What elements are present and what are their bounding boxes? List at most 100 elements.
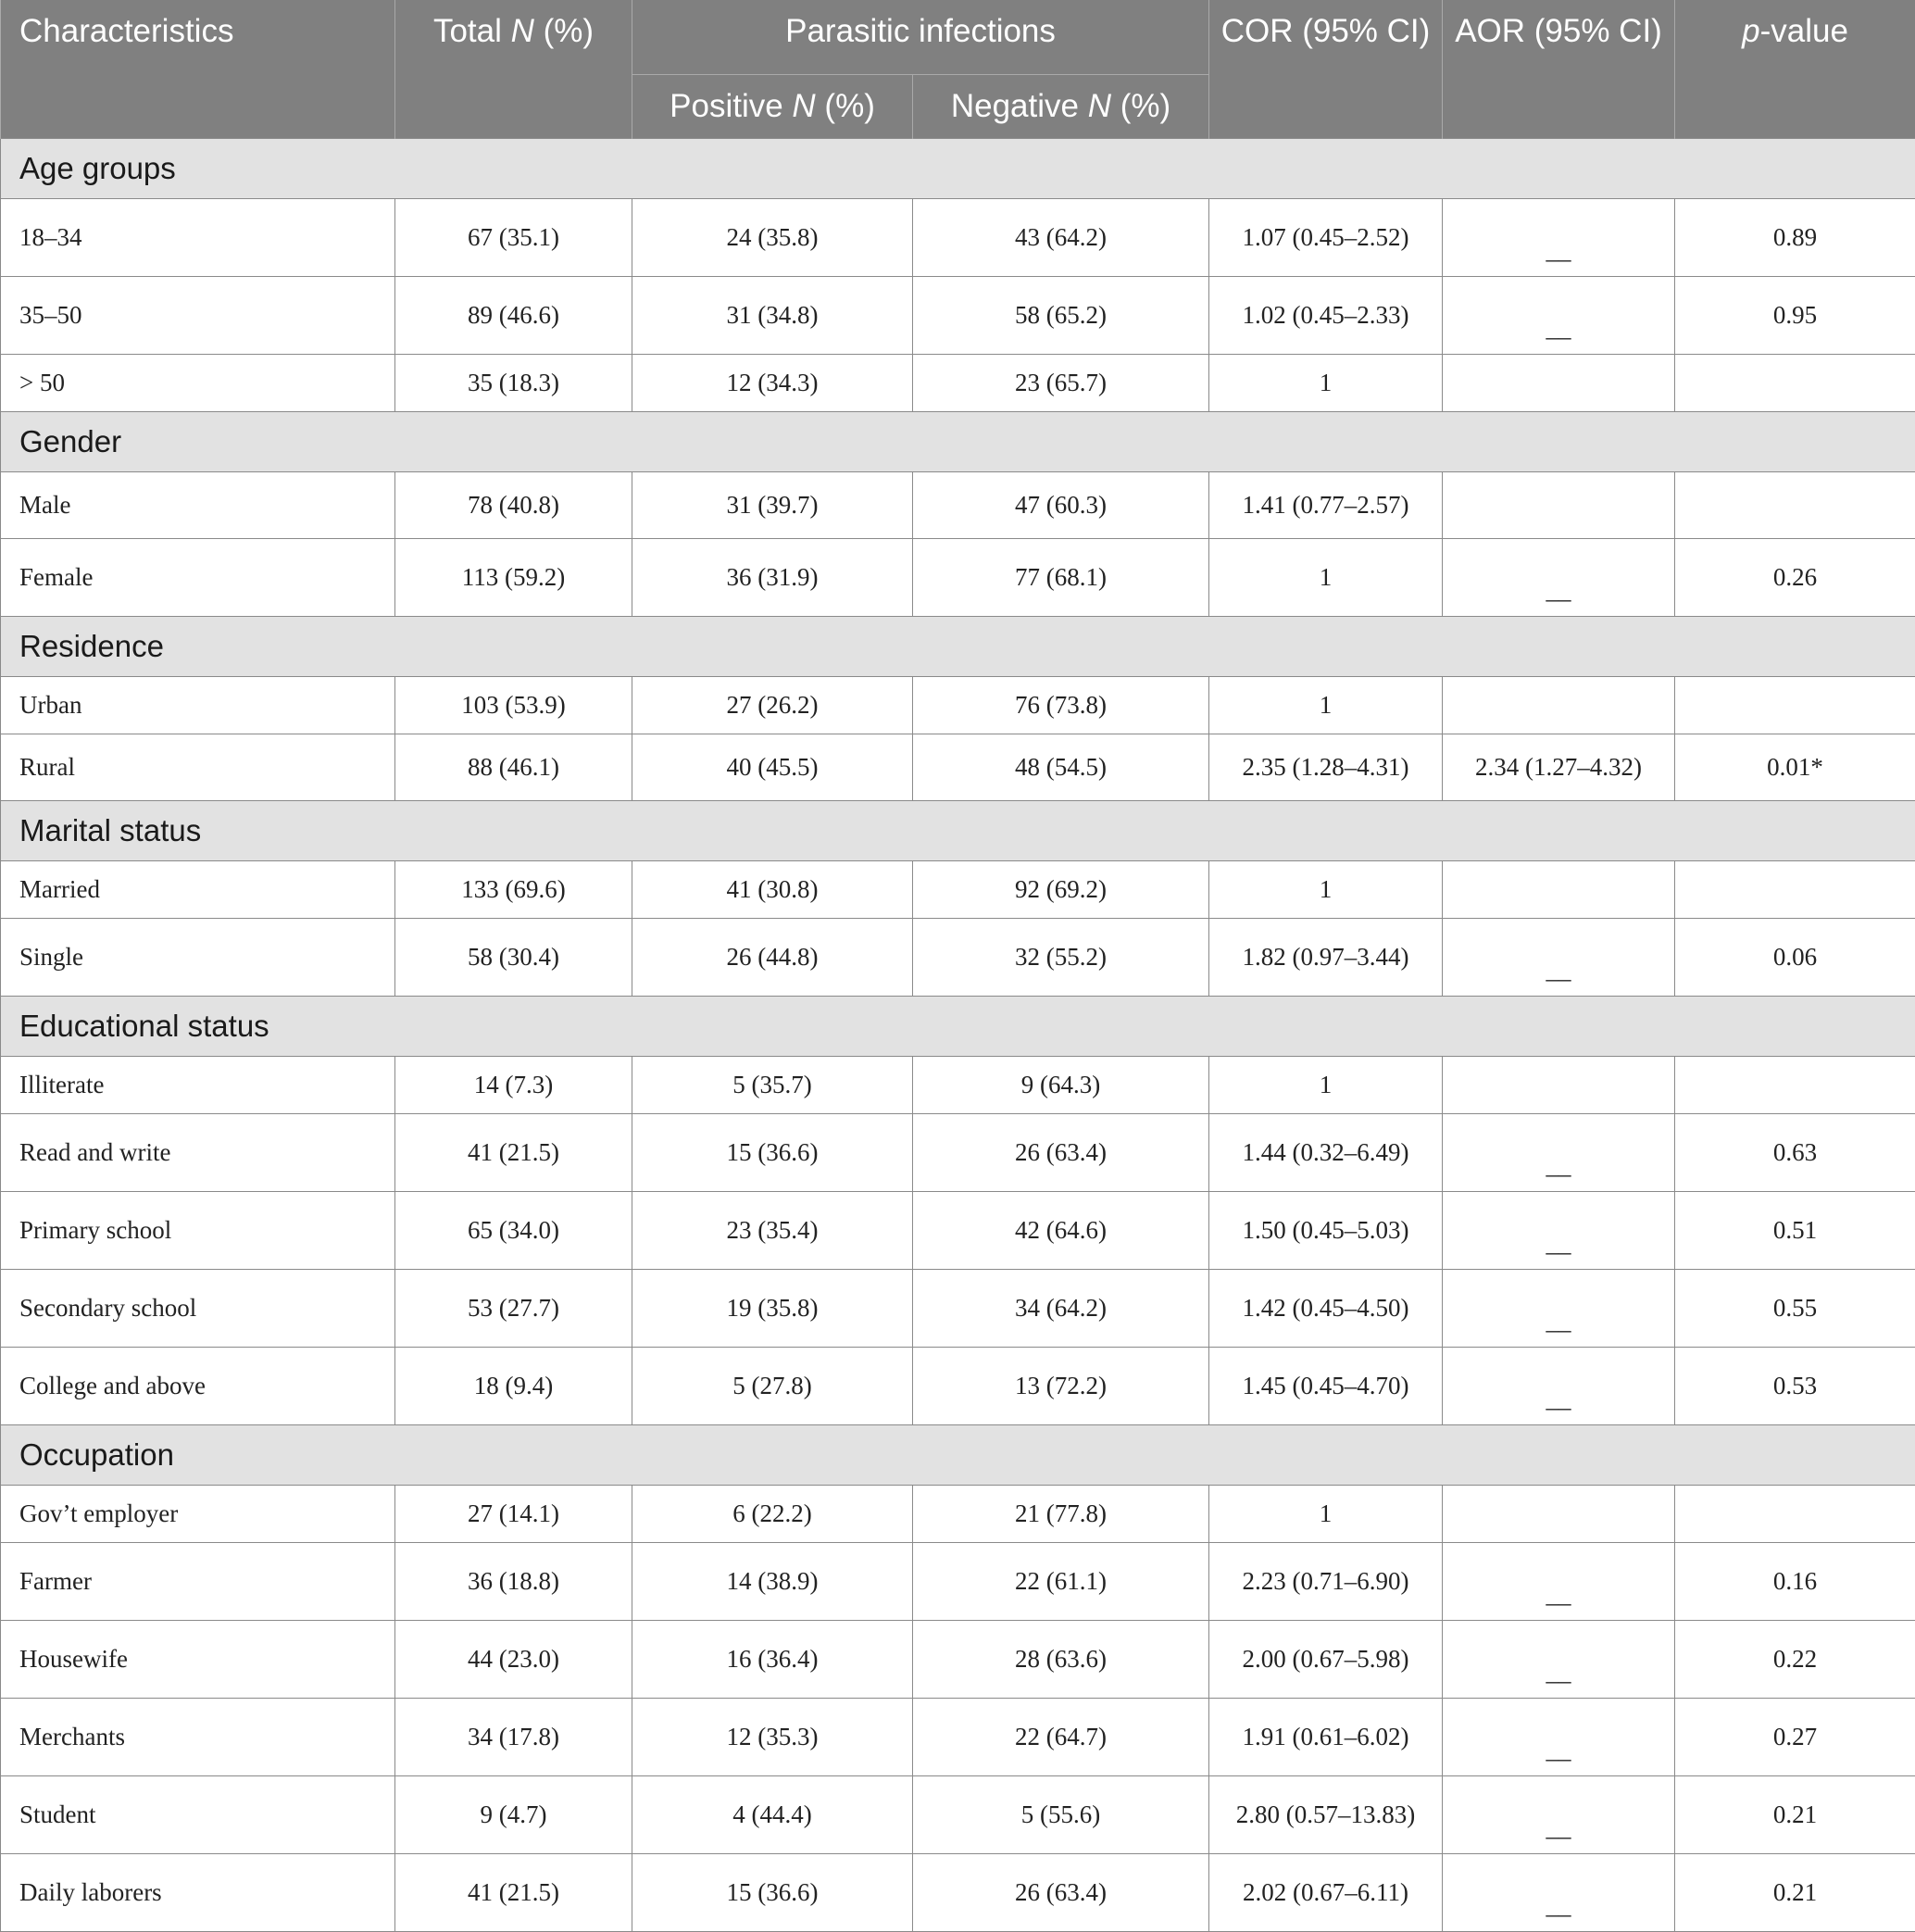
cor-cell: 1.44 (0.32–6.49) [1209, 1114, 1443, 1192]
cor-cell: 1.50 (0.45–5.03) [1209, 1192, 1443, 1270]
aor-cell: __ [1443, 1776, 1675, 1854]
total-cell: 41 (21.5) [395, 1114, 632, 1192]
cor-cell: 1 [1209, 1486, 1443, 1543]
header-positive: Positive N (%) [632, 75, 913, 139]
cor-cell: 1 [1209, 355, 1443, 412]
negative-cell: 32 (55.2) [913, 919, 1209, 997]
row-label: Housewife [1, 1621, 395, 1699]
p-value-cell: 0.01* [1675, 734, 1915, 801]
section-title: Age groups [1, 139, 1915, 199]
row-label: Illiterate [1, 1057, 395, 1114]
positive-cell: 15 (36.6) [632, 1114, 913, 1192]
aor-cell: __ [1443, 1699, 1675, 1776]
row-label: Male [1, 472, 395, 539]
positive-cell: 12 (34.3) [632, 355, 913, 412]
p-value-cell: 0.27 [1675, 1699, 1915, 1776]
cor-cell: 1.07 (0.45–2.52) [1209, 199, 1443, 277]
header-negative: Negative N (%) [913, 75, 1209, 139]
positive-cell: 6 (22.2) [632, 1486, 913, 1543]
aor-cell: __ [1443, 1270, 1675, 1348]
aor-cell: __ [1443, 199, 1675, 277]
header-parasitic-infections: Parasitic infections [632, 0, 1209, 75]
cor-cell: 1.02 (0.45–2.33) [1209, 277, 1443, 355]
positive-cell: 15 (36.6) [632, 1854, 913, 1932]
aor-cell: __ [1443, 1114, 1675, 1192]
positive-cell: 12 (35.3) [632, 1699, 913, 1776]
total-cell: 36 (18.8) [395, 1543, 632, 1621]
total-cell: 103 (53.9) [395, 677, 632, 734]
aor-cell [1443, 1057, 1675, 1114]
total-cell: 27 (14.1) [395, 1486, 632, 1543]
aor-cell [1443, 355, 1675, 412]
row-label: 18–34 [1, 199, 395, 277]
positive-cell: 31 (39.7) [632, 472, 913, 539]
aor-cell: __ [1443, 1543, 1675, 1621]
positive-cell: 27 (26.2) [632, 677, 913, 734]
cor-cell: 1 [1209, 539, 1443, 617]
negative-cell: 9 (64.3) [913, 1057, 1209, 1114]
total-cell: 78 (40.8) [395, 472, 632, 539]
negative-cell: 21 (77.8) [913, 1486, 1209, 1543]
aor-cell: __ [1443, 539, 1675, 617]
total-cell: 41 (21.5) [395, 1854, 632, 1932]
cor-cell: 2.35 (1.28–4.31) [1209, 734, 1443, 801]
p-value-cell: 0.16 [1675, 1543, 1915, 1621]
row-label: Rural [1, 734, 395, 801]
total-cell: 58 (30.4) [395, 919, 632, 997]
row-label: 35–50 [1, 277, 395, 355]
row-label: Merchants [1, 1699, 395, 1776]
negative-cell: 28 (63.6) [913, 1621, 1209, 1699]
total-cell: 34 (17.8) [395, 1699, 632, 1776]
p-value-cell: 0.21 [1675, 1776, 1915, 1854]
cor-cell: 2.02 (0.67–6.11) [1209, 1854, 1443, 1932]
negative-cell: 47 (60.3) [913, 472, 1209, 539]
row-label: Primary school [1, 1192, 395, 1270]
row-label: Daily laborers [1, 1854, 395, 1932]
p-value-cell: 0.21 [1675, 1854, 1915, 1932]
p-value-cell: 0.55 [1675, 1270, 1915, 1348]
negative-cell: 22 (61.1) [913, 1543, 1209, 1621]
positive-cell: 24 (35.8) [632, 199, 913, 277]
total-cell: 44 (23.0) [395, 1621, 632, 1699]
positive-cell: 26 (44.8) [632, 919, 913, 997]
negative-cell: 48 (54.5) [913, 734, 1209, 801]
p-value-cell [1675, 1486, 1915, 1543]
section-row: Occupation [1, 1425, 1915, 1486]
p-value-cell [1675, 677, 1915, 734]
cor-cell: 2.00 (0.67–5.98) [1209, 1621, 1443, 1699]
positive-cell: 36 (31.9) [632, 539, 913, 617]
row-label: Read and write [1, 1114, 395, 1192]
cor-cell: 1.42 (0.45–4.50) [1209, 1270, 1443, 1348]
total-cell: 53 (27.7) [395, 1270, 632, 1348]
row-label: Single [1, 919, 395, 997]
p-value-cell [1675, 472, 1915, 539]
total-cell: 133 (69.6) [395, 861, 632, 919]
row-label: Female [1, 539, 395, 617]
cor-cell: 2.80 (0.57–13.83) [1209, 1776, 1443, 1854]
negative-cell: 23 (65.7) [913, 355, 1209, 412]
header-total: Total N (%) [395, 0, 632, 139]
p-value-cell: 0.06 [1675, 919, 1915, 997]
row-label: Secondary school [1, 1270, 395, 1348]
p-value-cell [1675, 861, 1915, 919]
positive-cell: 4 (44.4) [632, 1776, 913, 1854]
header-characteristics: Characteristics [1, 0, 395, 139]
positive-cell: 16 (36.4) [632, 1621, 913, 1699]
section-title: Educational status [1, 997, 1915, 1057]
positive-cell: 23 (35.4) [632, 1192, 913, 1270]
negative-cell: 13 (72.2) [913, 1348, 1209, 1425]
section-title: Occupation [1, 1425, 1915, 1486]
negative-cell: 26 (63.4) [913, 1854, 1209, 1932]
